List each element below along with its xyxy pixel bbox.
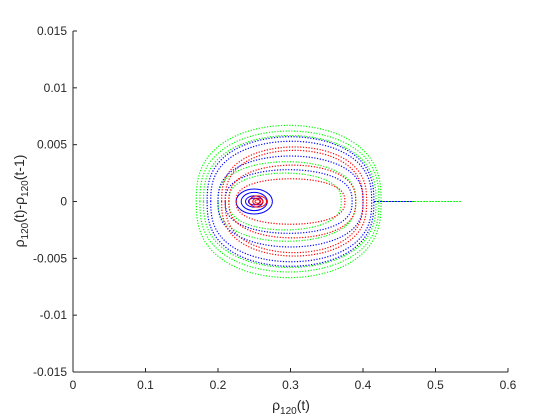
series-0	[195, 124, 461, 279]
orbit-curve	[224, 169, 353, 234]
y-axis-label-tail: (t-1)	[11, 155, 27, 181]
x-tick-label: 0.5	[427, 378, 444, 392]
y-axis-label-sub: 120	[20, 222, 31, 239]
orbit-curve	[210, 140, 373, 263]
y-tick-label: -0.015	[33, 365, 67, 379]
plot-area	[195, 124, 461, 279]
y-tick-label: -0.005	[33, 251, 67, 265]
spiral-ring	[254, 199, 262, 204]
x-axis-label-sub: 120	[280, 406, 297, 417]
orbit-curve	[199, 130, 380, 273]
spiral-ring	[235, 188, 273, 215]
x-tick-label: 0.6	[500, 378, 517, 392]
x-tick-label: 0	[70, 378, 77, 392]
orbit-curve	[195, 124, 382, 279]
orbit-curve	[224, 149, 364, 254]
spiral-ring	[248, 195, 268, 208]
y-ticks: -0.015 -0.01 -0.005 0 0.005 0.01 0.015	[33, 24, 77, 379]
y-tick-label: 0.005	[37, 138, 67, 152]
spiral-ring	[252, 197, 264, 206]
y-tick-label: -0.01	[40, 308, 68, 322]
y-axis-label-mid: (t)-ρ	[11, 197, 27, 223]
spiral-ring	[247, 197, 261, 206]
orbit-curve	[228, 172, 342, 231]
orbit-curve	[235, 178, 346, 225]
x-axis-label: ρ120(t)	[272, 397, 310, 417]
x-tick-label: 0.1	[137, 378, 154, 392]
orbit-curve	[217, 155, 364, 248]
orbit-curve	[217, 161, 357, 242]
x-tick-label: 0.2	[210, 378, 227, 392]
x-tick-label: 0.4	[355, 378, 372, 392]
x-axis-label-tail: (t)	[297, 397, 310, 413]
series-2	[221, 146, 368, 257]
x-axis-label-base: ρ	[272, 397, 280, 413]
y-tick-label: 0	[60, 195, 67, 209]
y-tick-label: 0.01	[44, 81, 68, 95]
x-tick-label: 0.3	[282, 378, 299, 392]
orbit-curve	[228, 164, 357, 239]
orbit-curve	[202, 134, 377, 269]
y-tick-label: 0.015	[37, 24, 67, 38]
spiral-ring	[240, 191, 268, 212]
y-axis-label: ρ120(t)-ρ120(t-1)	[11, 155, 31, 248]
y-axis-label-sub2: 120	[20, 180, 31, 197]
x-ticks: 0 0.1 0.2 0.3 0.4 0.5 0.6	[70, 368, 517, 392]
y-axis-label-base: ρ	[11, 239, 27, 247]
